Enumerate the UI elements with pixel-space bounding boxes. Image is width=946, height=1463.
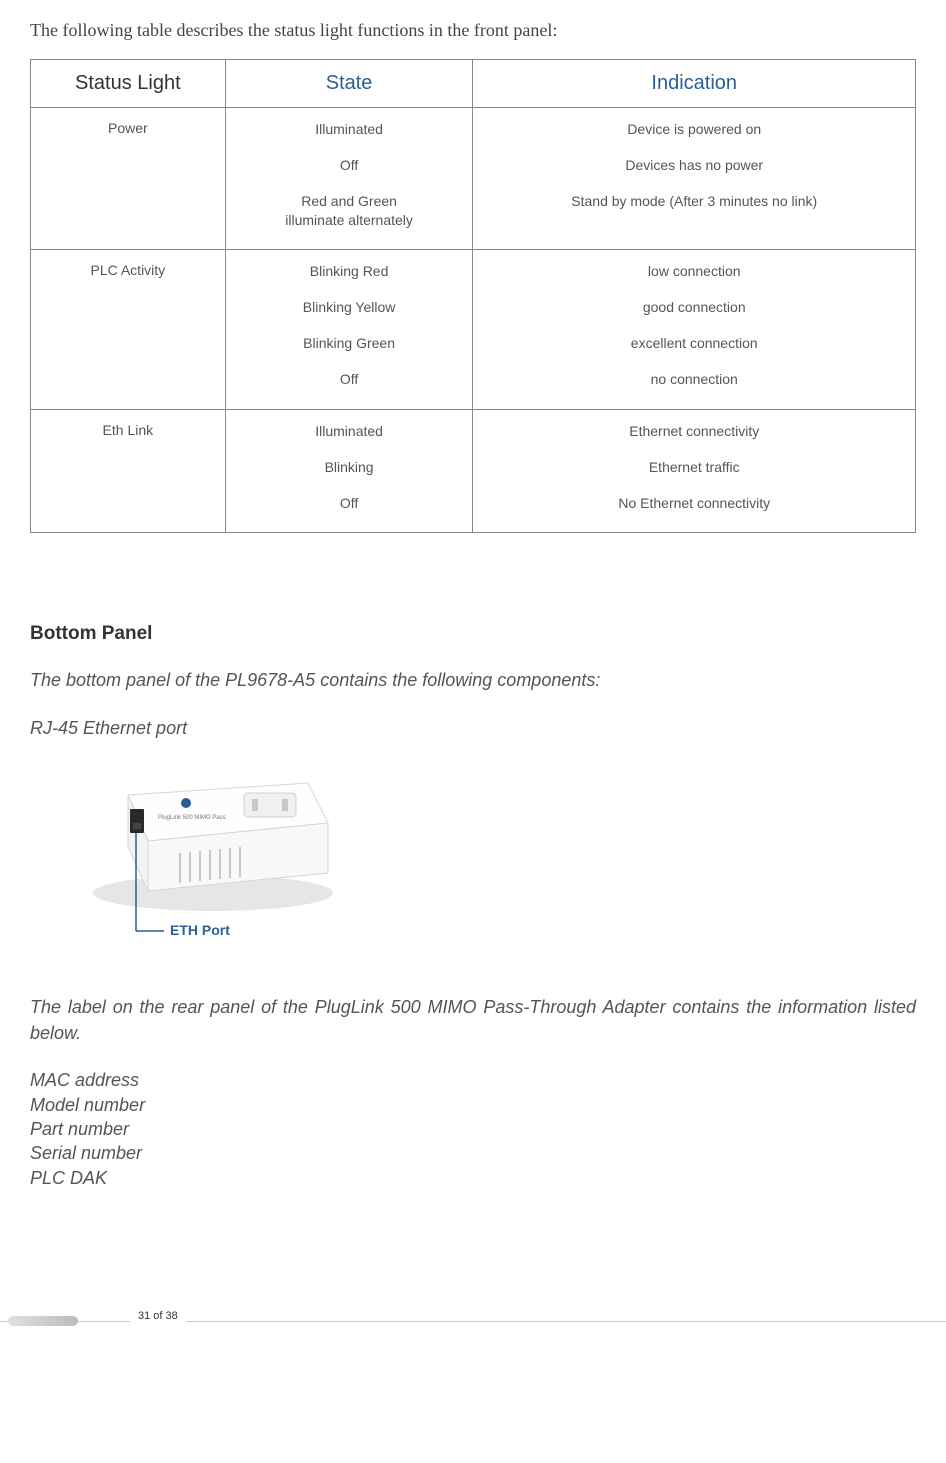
rear-label-intro: The label on the rear panel of the PlugL… — [30, 994, 916, 1046]
indication-label: Devices has no power — [481, 156, 907, 174]
page-number: 31 of 38 — [130, 1310, 186, 1322]
rear-label-list: MAC addressModel numberPart numberSerial… — [30, 1068, 916, 1189]
bottom-panel-heading: Bottom Panel — [30, 623, 916, 645]
row-indications: Ethernet connectivity Ethernet traffic No … — [473, 409, 916, 533]
state-label: Blinking Yellow — [234, 298, 465, 316]
bottom-panel-item: RJ-45 Ethernet port — [30, 715, 916, 741]
row-indications: low connection good connection excellent c… — [473, 249, 916, 409]
svg-text:PlugLink 500 MIMO Pass: PlugLink 500 MIMO Pass — [158, 815, 226, 821]
status-light-table: Status Light State Indication PowerIllum… — [30, 59, 916, 533]
rear-label-item: Serial number — [30, 1141, 916, 1165]
state-label: Illuminated — [234, 422, 465, 440]
row-states: Illuminated Blinking Off — [225, 409, 473, 533]
rear-label-item: Part number — [30, 1117, 916, 1141]
col-status-light: Status Light — [31, 60, 226, 108]
rear-label-item: Model number — [30, 1093, 916, 1117]
state-label: Off — [234, 156, 465, 174]
indication-label: Device is powered on — [481, 120, 907, 138]
table-row: Eth Link Illuminated Blinking Off Ethernet c… — [31, 409, 916, 533]
indication-label: Ethernet connectivity — [481, 422, 907, 440]
indication-label: low connection — [481, 262, 907, 280]
state-label: Blinking — [234, 458, 465, 476]
indication-label: excellent connection — [481, 334, 907, 352]
state-label: Red and Greenilluminate alternately — [234, 192, 465, 228]
indication-label: good connection — [481, 298, 907, 316]
state-label: Off — [234, 370, 465, 388]
row-status-light-name: Power — [31, 108, 226, 250]
indication-label: Stand by mode (After 3 minutes no link) — [481, 192, 907, 210]
page-footer: 31 of 38 — [30, 1310, 916, 1334]
row-status-light-name: PLC Activity — [31, 249, 226, 409]
eth-port-callout-label: ETH Port — [170, 922, 230, 938]
state-label: Blinking Red — [234, 262, 465, 280]
table-header-row: Status Light State Indication — [31, 60, 916, 108]
state-label: Illuminated — [234, 120, 465, 138]
row-states: Blinking Red Blinking Yellow Blinking Gree… — [225, 249, 473, 409]
state-label: Blinking Green — [234, 334, 465, 352]
row-status-light-name: Eth Link — [31, 409, 226, 533]
footer-ornament — [8, 1316, 78, 1326]
row-indications: Device is powered on Devices has no power… — [473, 108, 916, 250]
col-state: State — [225, 60, 473, 108]
table-row: Power Illuminated Off Red and Greenillumina… — [31, 108, 916, 250]
indication-label: No Ethernet connectivity — [481, 494, 907, 512]
device-figure: PlugLink 500 MIMO Pass ETH Port — [68, 763, 916, 958]
state-label: Off — [234, 494, 465, 512]
row-states: Illuminated Off Red and Greenilluminate al… — [225, 108, 473, 250]
intro-text: The following table describes the status… — [30, 20, 916, 41]
table-row: PLC ActivityBlinking RedBlinking YellowB… — [31, 249, 916, 409]
indication-label: no connection — [481, 370, 907, 388]
bottom-panel-intro: The bottom panel of the PL9678-A5 contai… — [30, 667, 916, 693]
col-indication: Indication — [473, 60, 916, 108]
rear-label-item: MAC address — [30, 1068, 916, 1092]
rear-label-item: PLC DAK — [30, 1166, 916, 1190]
indication-label: Ethernet traffic — [481, 458, 907, 476]
